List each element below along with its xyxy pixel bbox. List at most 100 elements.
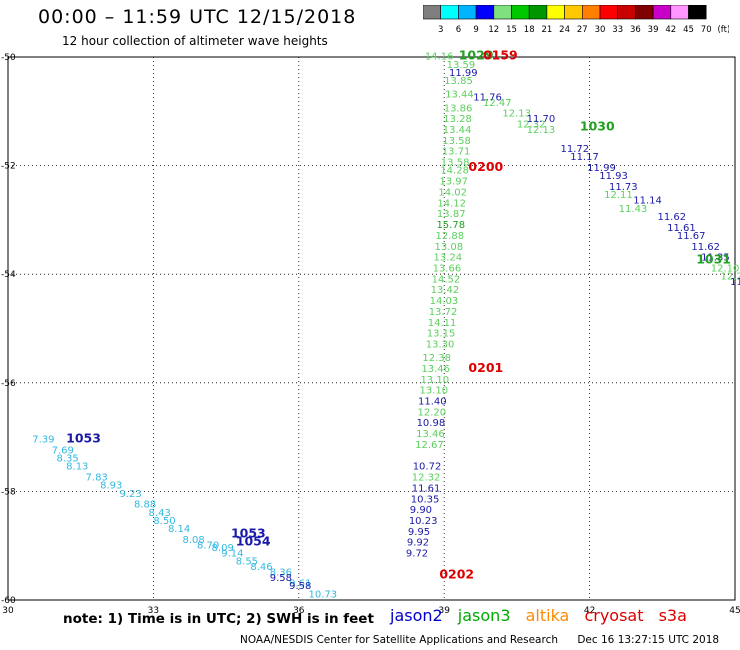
swh-value: 13.46 (421, 364, 450, 375)
swh-value: 9.58 (270, 573, 292, 584)
swh-value: 9.90 (410, 505, 432, 516)
swh-value: 11.40 (418, 397, 447, 408)
swh-value: 13.08 (435, 242, 464, 253)
swh-value: 9.72 (406, 549, 428, 560)
swh-value: 9.58 (289, 581, 311, 592)
pass-time-label: 1054 (236, 534, 271, 549)
swh-value: 11.93 (599, 171, 628, 182)
y-tick-label: -60 (1, 596, 16, 606)
swh-value: 13.66 (433, 263, 462, 274)
legend-cryosat: cryosat (584, 606, 644, 625)
pass-time-label: 0200 (468, 159, 503, 174)
swh-value: 11.57 (730, 277, 740, 288)
timestamp: Dec 16 13:27:15 UTC 2018 (577, 634, 720, 646)
legend-altika: altika (525, 606, 570, 625)
swh-value: 8.36 (270, 568, 292, 579)
swh-value: 11.17 (570, 152, 599, 163)
swh-value: 13.85 (444, 76, 473, 87)
swh-value: 14.52 (432, 274, 461, 285)
swh-value: 10.98 (417, 418, 446, 429)
legend-jason2: jason2 (390, 606, 443, 625)
scale-label: 21 (541, 25, 552, 35)
pass-time-label: 0159 (483, 48, 518, 63)
y-tick-label: -58 (1, 487, 16, 497)
satellite-legend: jason2 jason3 altika cryosat s3a (390, 606, 697, 625)
scale-swatch (688, 5, 707, 20)
pass-time-label: 1030 (580, 118, 615, 133)
swh-value: 13.10 (420, 375, 449, 386)
scale-label: 70 (701, 25, 712, 35)
swh-value: 9.23 (119, 489, 141, 500)
swh-value: 8.70 (197, 540, 219, 551)
legend-s3a: s3a (658, 606, 687, 625)
swh-value: 12.27 (720, 272, 740, 283)
scale-label: 27 (577, 25, 588, 35)
swh-value: 13.86 (444, 103, 473, 114)
swh-value: 13.28 (443, 114, 472, 125)
scale-label: 45 (683, 25, 694, 35)
swh-value: 14.03 (430, 296, 459, 307)
swh-value: 12.10 (711, 263, 740, 274)
swh-value: 14.16 (425, 52, 454, 63)
swh-value: 12.32 (412, 473, 441, 484)
swh-value: 7.69 (52, 445, 74, 456)
subtitle: 12 hour collection of altimeter wave hei… (62, 34, 328, 48)
swh-value: 13.58 (441, 158, 470, 169)
swh-value: 12.88 (435, 231, 464, 242)
x-tick-label: 45 (729, 606, 740, 616)
swh-value: 13.10 (419, 386, 448, 397)
swh-value: 13.97 (439, 177, 468, 188)
swh-value: 14.11 (428, 318, 457, 329)
scale-label: 9 (473, 25, 478, 35)
swh-value: 13.42 (431, 285, 460, 296)
pass-time-label: 1029 (459, 48, 494, 63)
x-tick-label: 36 (293, 606, 305, 616)
swh-value: 11.99 (587, 163, 616, 174)
scale-label: 3 (438, 25, 443, 35)
x-tick-label: 39 (438, 606, 450, 616)
swh-value: 13.71 (442, 147, 471, 158)
swh-value: 8.43 (149, 508, 171, 519)
scale-label: 24 (559, 25, 570, 35)
pass-time-label: 1053 (231, 526, 266, 541)
scale-label: 30 (595, 25, 606, 35)
swh-value: 8.50 (153, 516, 175, 527)
pass-time-label: 0201 (468, 360, 503, 375)
swh-value: 14.12 (437, 198, 466, 209)
swh-value: 11.70 (527, 114, 556, 125)
swh-value: 12.20 (418, 407, 447, 418)
swh-value: 7.39 (32, 435, 54, 446)
swh-value: 14.02 (438, 187, 467, 198)
swh-value: 10.72 (413, 462, 442, 473)
swh-value: 9.95 (408, 527, 430, 538)
scale-label: 12 (488, 25, 499, 35)
swh-value: 8.35 (56, 454, 78, 465)
swh-value: 8.08 (182, 535, 204, 546)
swh-value: 11.14 (633, 196, 662, 207)
scale-label: (ft) (717, 25, 729, 35)
swh-value: 8.09 (212, 543, 234, 554)
swh-value: 11.35 (701, 253, 730, 264)
pass-time-label: 0202 (439, 566, 474, 581)
swh-value: 11.62 (657, 212, 686, 223)
swh-value: 13.24 (434, 253, 463, 264)
pass-time-label: 1031 (696, 251, 731, 266)
y-tick-label: -56 (1, 379, 16, 389)
note-text: note: 1) Time is in UTC; 2) SWH is in fe… (63, 611, 374, 627)
swh-value: 15.78 (436, 220, 465, 231)
plot-frame (7, 56, 736, 601)
scale-label: 18 (524, 25, 535, 35)
swh-value: 12.32 (517, 120, 546, 131)
swh-value: 10.23 (409, 516, 438, 527)
swh-value: 13.58 (442, 136, 471, 147)
swh-value: 12.13 (527, 125, 556, 136)
swh-value: 11.43 (619, 204, 648, 215)
swh-value: 11.67 (677, 231, 706, 242)
swh-value: 12.38 (422, 353, 451, 364)
credit-line: NOAA/NESDIS Center for Satellite Applica… (240, 634, 719, 646)
swh-value: 10.73 (308, 589, 337, 600)
swh-value: 13.44 (445, 90, 474, 101)
swh-value: 12.47 (483, 98, 512, 109)
swh-value: 9.92 (407, 538, 429, 549)
